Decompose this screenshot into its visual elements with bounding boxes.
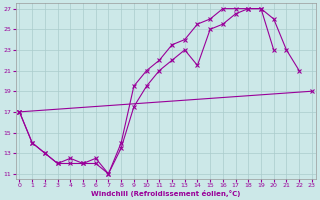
X-axis label: Windchill (Refroidissement éolien,°C): Windchill (Refroidissement éolien,°C)	[91, 190, 240, 197]
